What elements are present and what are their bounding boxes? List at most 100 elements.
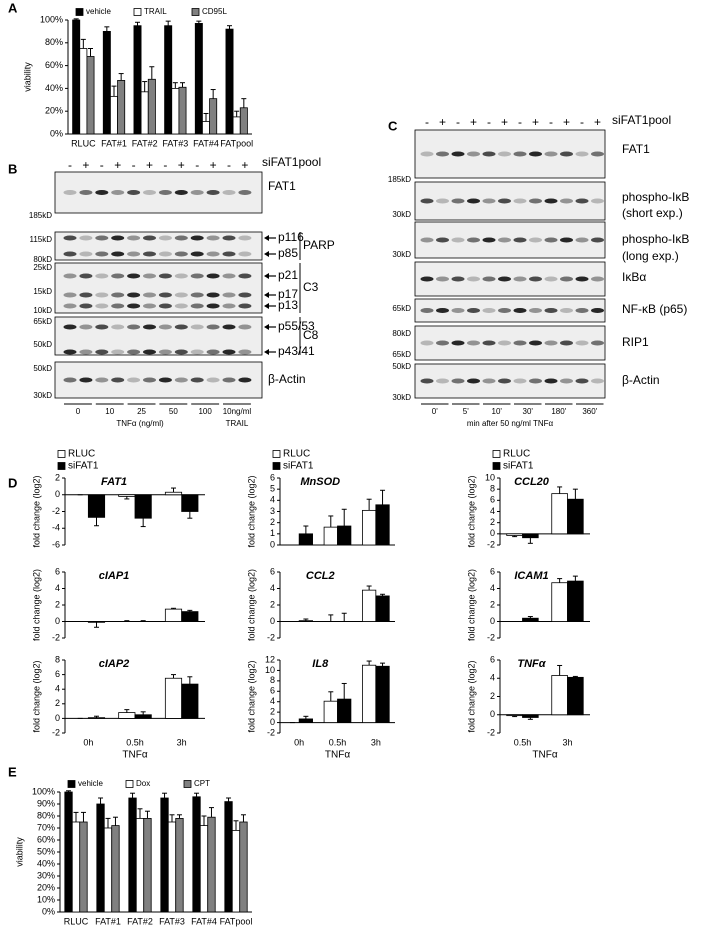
blot-band bbox=[238, 324, 252, 330]
error-bar bbox=[112, 816, 118, 826]
blot-band bbox=[575, 276, 589, 282]
mw-marker: 115kD bbox=[29, 235, 52, 244]
blot-band bbox=[529, 308, 542, 313]
blot-band bbox=[63, 349, 77, 355]
blot-band bbox=[498, 276, 511, 282]
y-tick-label: 4 bbox=[490, 506, 495, 516]
blot-band bbox=[174, 377, 188, 383]
error-bar bbox=[208, 807, 214, 818]
lane-sign: - bbox=[549, 115, 553, 129]
bar bbox=[181, 494, 199, 512]
band-label: p85 bbox=[278, 246, 298, 260]
lane-sign: + bbox=[532, 115, 539, 129]
blot-band bbox=[190, 292, 204, 298]
error-bar bbox=[328, 614, 334, 622]
y-tick-label: 2 bbox=[55, 472, 60, 482]
bar bbox=[192, 796, 201, 913]
blot-band bbox=[591, 340, 604, 346]
bar bbox=[134, 494, 152, 519]
error-bar bbox=[366, 498, 372, 511]
y-tick-label: 0% bbox=[50, 128, 63, 138]
blot-band bbox=[63, 235, 77, 241]
blot-band bbox=[436, 198, 449, 204]
blot-band bbox=[158, 349, 172, 355]
blot-band bbox=[95, 303, 109, 309]
bar bbox=[167, 821, 177, 913]
chart-title: CCL2 bbox=[306, 570, 335, 582]
blot-band bbox=[420, 237, 434, 243]
legend-label: RLUC bbox=[68, 449, 95, 460]
band-label: (short exp.) bbox=[622, 206, 683, 220]
blot-band bbox=[482, 378, 496, 384]
bar bbox=[79, 48, 88, 135]
blot-band bbox=[63, 292, 77, 298]
y-tick-label: 100% bbox=[32, 786, 55, 796]
y-tick-label: -2 bbox=[52, 632, 60, 642]
bar bbox=[323, 700, 338, 723]
x-tick-label: FATpool bbox=[220, 138, 253, 148]
lane-sign: + bbox=[146, 158, 153, 172]
y-tick-label: 6 bbox=[490, 566, 495, 576]
error-bar bbox=[124, 620, 130, 622]
y-tick-label: -2 bbox=[267, 632, 275, 642]
blot-band bbox=[79, 235, 93, 241]
y-tick-label: 40% bbox=[45, 83, 63, 93]
blot-band bbox=[111, 235, 125, 241]
bar bbox=[207, 816, 216, 913]
group-label: C3 bbox=[303, 280, 319, 294]
x-axis-title: min after 50 ng/ml TNFα bbox=[467, 419, 554, 428]
bar bbox=[567, 498, 584, 535]
blot-band bbox=[482, 276, 496, 282]
y-tick-label: 0 bbox=[270, 539, 275, 549]
legend-swatch bbox=[125, 780, 134, 788]
band-label: RIP1 bbox=[622, 335, 649, 349]
blot-band bbox=[206, 303, 220, 309]
error-bar bbox=[557, 578, 563, 583]
arrow-head bbox=[264, 235, 269, 241]
lane-sign: - bbox=[580, 115, 584, 129]
error-bar bbox=[527, 717, 533, 720]
error-bar bbox=[187, 609, 193, 612]
x-tick-label: FAT#1 bbox=[101, 138, 127, 148]
blot-band bbox=[222, 273, 236, 279]
error-bar bbox=[328, 515, 334, 528]
bar bbox=[143, 818, 152, 913]
band-label: FAT1 bbox=[268, 179, 296, 193]
arrow-head bbox=[264, 251, 269, 257]
blot-band bbox=[79, 292, 93, 298]
blot-band bbox=[95, 292, 109, 298]
blot-band bbox=[529, 340, 542, 346]
error-bar bbox=[366, 660, 372, 666]
bar bbox=[567, 580, 584, 622]
x-tick-label: 0.5h bbox=[126, 737, 144, 747]
blot-band bbox=[206, 235, 220, 241]
blot-band bbox=[143, 273, 156, 279]
error-bar bbox=[227, 25, 233, 30]
bar bbox=[567, 676, 584, 716]
x-tick-label: 3h bbox=[562, 737, 572, 747]
bar bbox=[103, 827, 113, 913]
y-tick-label: -2 bbox=[52, 506, 60, 516]
condition-label: 180' bbox=[551, 407, 566, 416]
error-bar bbox=[303, 618, 309, 621]
bar bbox=[181, 611, 199, 622]
error-bar bbox=[94, 517, 99, 527]
legend-swatch bbox=[492, 450, 501, 458]
bar bbox=[140, 91, 149, 135]
legend-label: siFAT1 bbox=[68, 461, 99, 472]
chart-title: cIAP2 bbox=[99, 658, 130, 670]
y-tick-label: 4 bbox=[270, 495, 275, 505]
blot-band bbox=[95, 273, 109, 279]
bar bbox=[551, 675, 568, 716]
blot-band bbox=[482, 151, 496, 157]
legend-swatch bbox=[67, 780, 76, 788]
x-axis-title: TNFα bbox=[532, 750, 557, 761]
blot-band bbox=[206, 251, 220, 257]
mw-marker: 10kD bbox=[33, 306, 52, 315]
mw-marker: 80kD bbox=[392, 329, 411, 338]
blot-band bbox=[591, 378, 604, 384]
y-tick-label: 2 bbox=[270, 599, 275, 609]
blot-band bbox=[238, 349, 252, 355]
blot-band bbox=[143, 190, 156, 195]
band-label: IκBα bbox=[622, 270, 646, 284]
